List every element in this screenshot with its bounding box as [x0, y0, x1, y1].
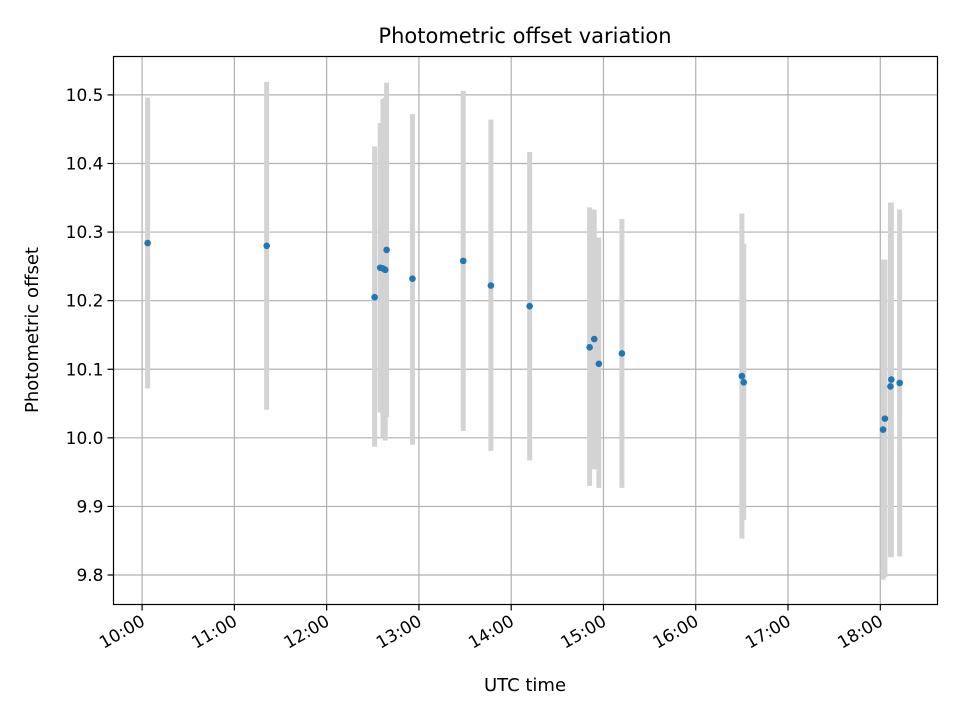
chart-title: Photometric offset variation: [378, 24, 671, 48]
point-layer: [144, 239, 903, 433]
y-tick-label: 10.5: [66, 86, 104, 106]
data-point: [740, 378, 748, 386]
data-point: [888, 376, 895, 383]
data-point: [595, 360, 603, 368]
data-point: [738, 372, 746, 380]
y-tick-label: 9.9: [76, 497, 103, 517]
x-axis-title: UTC time: [484, 675, 566, 696]
data-point: [263, 242, 270, 250]
y-tick-label: 10.4: [66, 154, 104, 174]
y-tick-label: 9.8: [76, 566, 103, 586]
grid-layer: [113, 56, 938, 605]
data-point: [487, 282, 495, 289]
y-tick-label: 10.1: [66, 360, 104, 380]
data-point: [526, 302, 533, 310]
data-point: [381, 266, 389, 274]
data-point: [618, 350, 626, 357]
y-axis-title: Photometric offset: [22, 247, 43, 413]
data-point: [383, 246, 390, 254]
y-tick-label: 10.0: [66, 429, 104, 449]
data-point: [887, 383, 894, 390]
data-point: [881, 415, 889, 422]
y-tick-label: 10.3: [66, 223, 104, 243]
y-tick-label: 10.2: [66, 292, 104, 312]
data-point: [144, 239, 151, 247]
data-point: [409, 275, 416, 283]
data-point: [371, 293, 378, 301]
data-point: [459, 257, 467, 265]
data-point: [586, 344, 593, 351]
data-point: [879, 426, 887, 433]
data-point: [896, 379, 903, 387]
y-axis-ticks: 9.8 9.9 10.0 10.1 10.2 10.3 10.4 10.5: [66, 86, 114, 586]
data-point: [590, 335, 598, 343]
plot-frame: [112, 55, 939, 606]
